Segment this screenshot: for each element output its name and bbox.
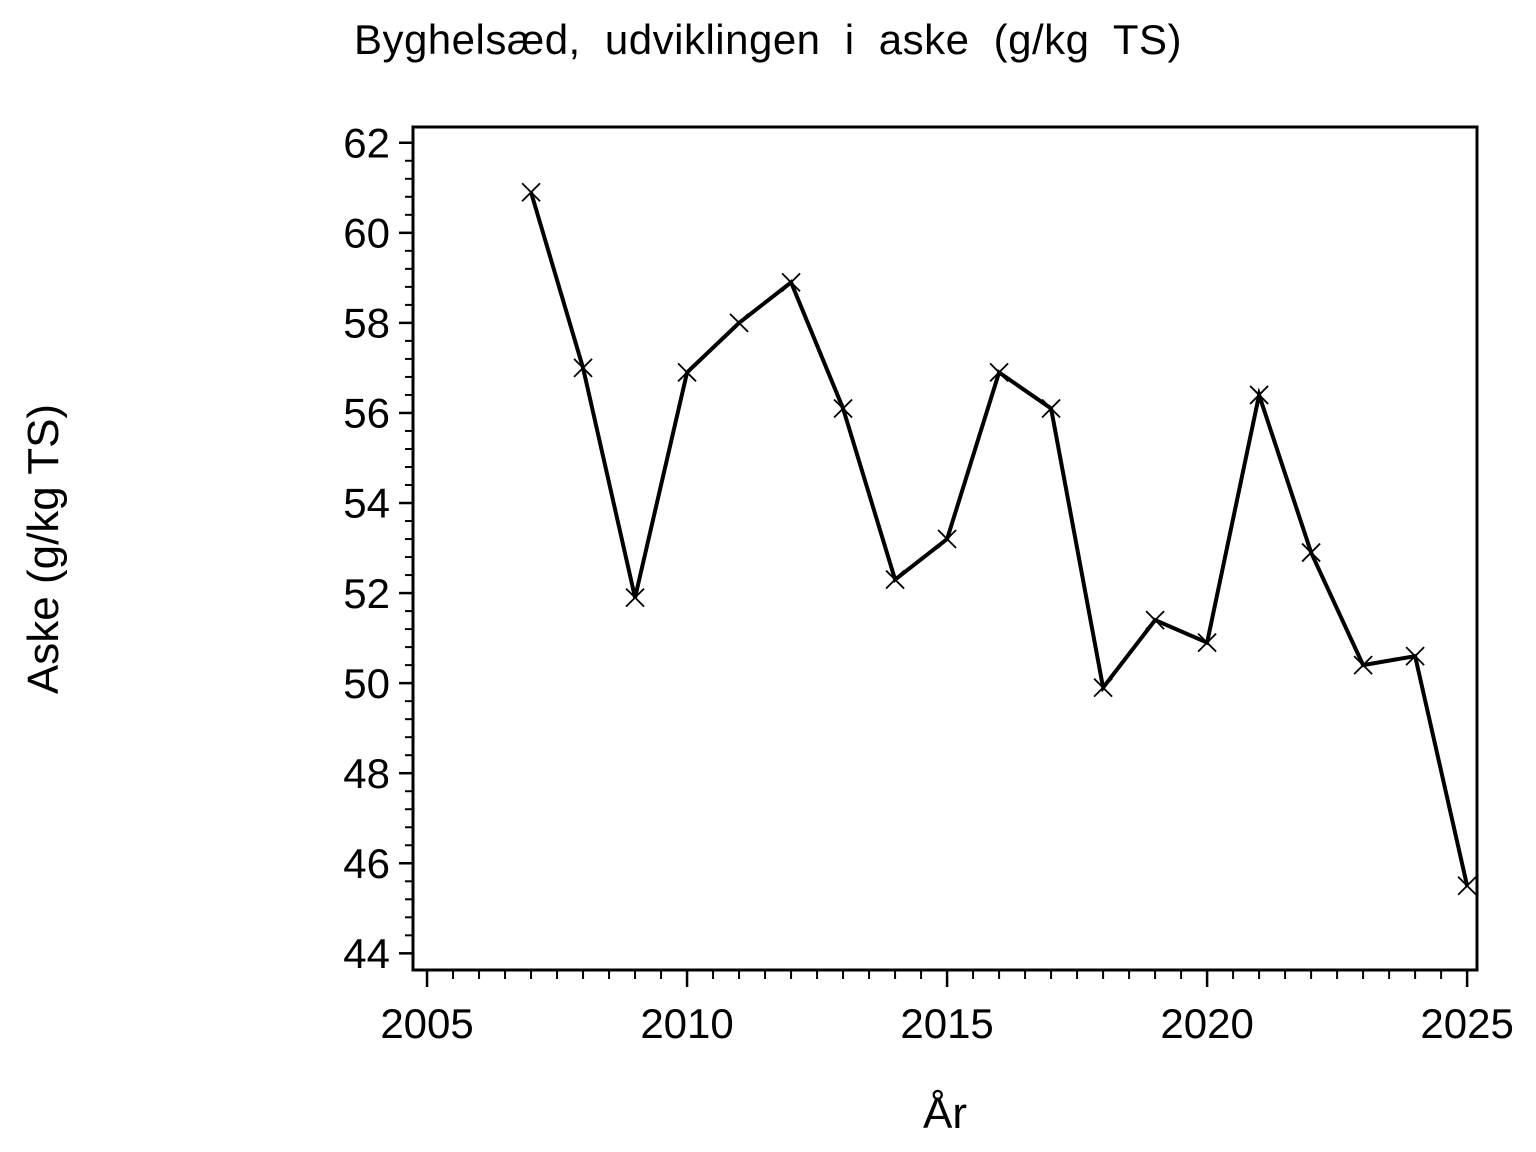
data-point-marker <box>1041 398 1061 419</box>
chart-title: Byghelsæd, udviklingen i aske (g/kg TS) <box>354 16 1182 63</box>
data-point-marker <box>1301 542 1321 563</box>
y-tick-label: 54 <box>343 480 390 527</box>
y-tick-label: 48 <box>343 750 390 797</box>
x-tick-label: 2005 <box>380 1000 473 1047</box>
x-tick-label: 2010 <box>640 1000 733 1047</box>
data-line <box>529 191 1470 887</box>
data-point-marker <box>1197 632 1217 653</box>
y-axis-label: Aske (g/kg TS) <box>19 404 68 694</box>
data-point-marker <box>521 182 541 202</box>
data-point-marker <box>625 587 645 608</box>
data-point-marker <box>677 362 697 383</box>
x-tick-label: 2015 <box>900 1000 993 1047</box>
data-point-marker <box>989 362 1009 383</box>
data-point-marker <box>1353 655 1373 675</box>
data-point-marker <box>573 358 593 378</box>
y-tick-label: 62 <box>343 119 390 166</box>
data-point-marker <box>781 272 801 292</box>
data-point-marker <box>1405 646 1425 666</box>
data-point-marker <box>1145 610 1165 630</box>
data-point-marker <box>1249 385 1269 405</box>
x-axis-label: År <box>923 1089 967 1138</box>
data-point-marker <box>1093 678 1113 698</box>
data-point-marker <box>937 529 957 549</box>
y-tick-label: 56 <box>343 390 390 437</box>
data-series-layer <box>521 182 1477 896</box>
x-tick-label: 2020 <box>1160 1000 1253 1047</box>
data-markers <box>521 182 1477 896</box>
data-point-marker <box>833 398 853 419</box>
data-point-marker <box>729 313 749 333</box>
y-tick-label: 46 <box>343 840 390 887</box>
y-tick-label: 60 <box>343 210 390 257</box>
x-tick-label: 2025 <box>1420 1000 1513 1047</box>
data-point-marker <box>885 569 905 590</box>
plot-frame <box>411 125 1479 972</box>
y-tick-label: 44 <box>343 930 390 977</box>
y-tick-label: 52 <box>343 570 390 617</box>
y-tick-label: 50 <box>343 660 390 707</box>
data-point-marker <box>1457 876 1477 896</box>
y-tick-label: 58 <box>343 300 390 347</box>
axes-layer: 44 46 48 50 52 54 56 58 60 62 2005 2010 2015 2020 2025 <box>343 119 1514 1047</box>
